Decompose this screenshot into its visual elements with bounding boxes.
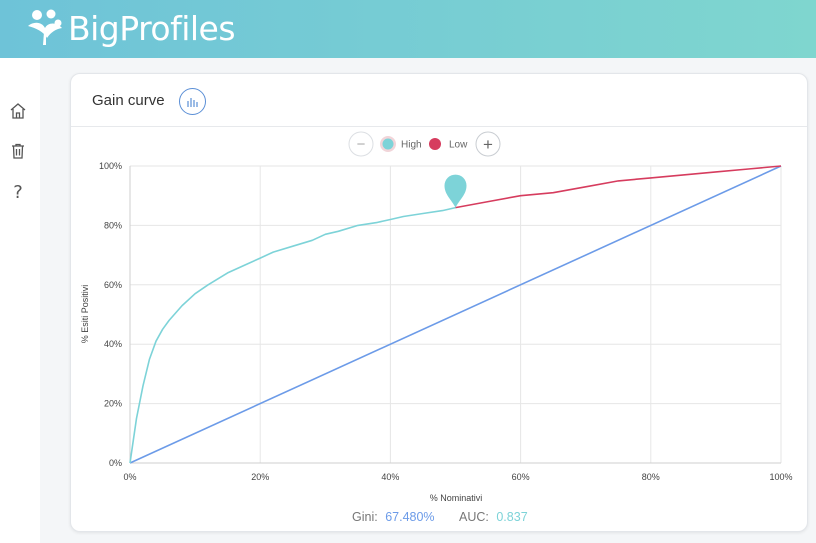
x-axis-title: % Nominativi	[430, 493, 483, 503]
sidebar-item-trash[interactable]	[5, 138, 31, 164]
auc-value: 0.837	[496, 510, 527, 524]
logo-icon	[28, 9, 62, 45]
series-line-baseline	[129, 165, 782, 464]
bar-chart-icon	[187, 97, 198, 107]
card-header: Gain curve	[71, 74, 807, 127]
gain-curve-chart: 0% 20% 40% 60% 80% 100% 0% 20% 40% 60% 80% 100% − H…	[80, 131, 793, 524]
x-tick-label: 100%	[769, 472, 792, 482]
sidebar-item-help[interactable]: ?	[5, 179, 31, 205]
plus-icon: +	[483, 135, 493, 154]
y-tick-label: 40%	[104, 339, 122, 349]
threshold-marker[interactable]	[444, 174, 467, 208]
threshold-pin-icon[interactable]	[444, 174, 467, 208]
trash-icon	[12, 143, 24, 159]
card-title: Gain curve	[92, 92, 165, 109]
legend-label-high: High	[401, 140, 422, 151]
y-tick-label: 80%	[104, 220, 122, 230]
series-line-low	[455, 165, 782, 209]
auc-label: AUC:	[459, 510, 489, 524]
legend-label-low: Low	[449, 140, 468, 151]
y-tick-label: 20%	[104, 399, 122, 409]
sidebar-item-home[interactable]	[5, 98, 31, 124]
legend-item-high[interactable]: High	[380, 136, 422, 152]
minus-icon: −	[357, 136, 366, 153]
y-tick-label: 100%	[99, 161, 122, 171]
zoom-in-button[interactable]: +	[475, 131, 501, 157]
brand-logo[interactable]: BigProfiles	[24, 8, 236, 48]
gain-curve-card: Gain curve 0% 20% 40% 60% 80% 100% 0% 20% 40% 60%…	[70, 73, 808, 532]
x-tick-label: 0%	[123, 472, 136, 482]
series-line-high	[129, 206, 456, 464]
gini-value: 67.480%	[385, 510, 434, 524]
chart-series	[129, 165, 782, 464]
x-tick-label: 20%	[251, 472, 269, 482]
chart-type-button[interactable]	[179, 88, 206, 115]
x-tick-label: 40%	[381, 472, 399, 482]
zoom-out-button[interactable]: −	[348, 131, 374, 157]
chart-axes: 0% 20% 40% 60% 80% 100% 0% 20% 40% 60% 80% 100%	[99, 161, 793, 482]
y-tick-label: 60%	[104, 280, 122, 290]
help-icon: ?	[13, 181, 23, 203]
gini-label: Gini:	[352, 510, 378, 524]
brand-name: BigProfiles	[68, 8, 236, 48]
x-tick-label: 80%	[642, 472, 660, 482]
y-axis-title: % Esiti Positivi	[80, 285, 90, 344]
metrics-line: Gini: 67.480% AUC: 0.837	[352, 510, 528, 524]
legend-item-low[interactable]: Low	[429, 138, 468, 151]
top-bar: BigProfiles	[0, 0, 816, 58]
x-tick-label: 60%	[512, 472, 530, 482]
home-icon	[10, 103, 26, 119]
sidebar: ?	[0, 58, 40, 543]
y-tick-label: 0%	[109, 458, 122, 468]
